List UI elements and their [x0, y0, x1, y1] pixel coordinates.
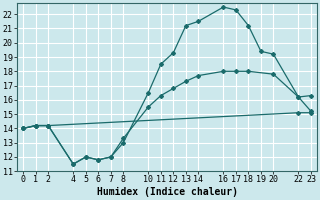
X-axis label: Humidex (Indice chaleur): Humidex (Indice chaleur) [97, 187, 237, 197]
